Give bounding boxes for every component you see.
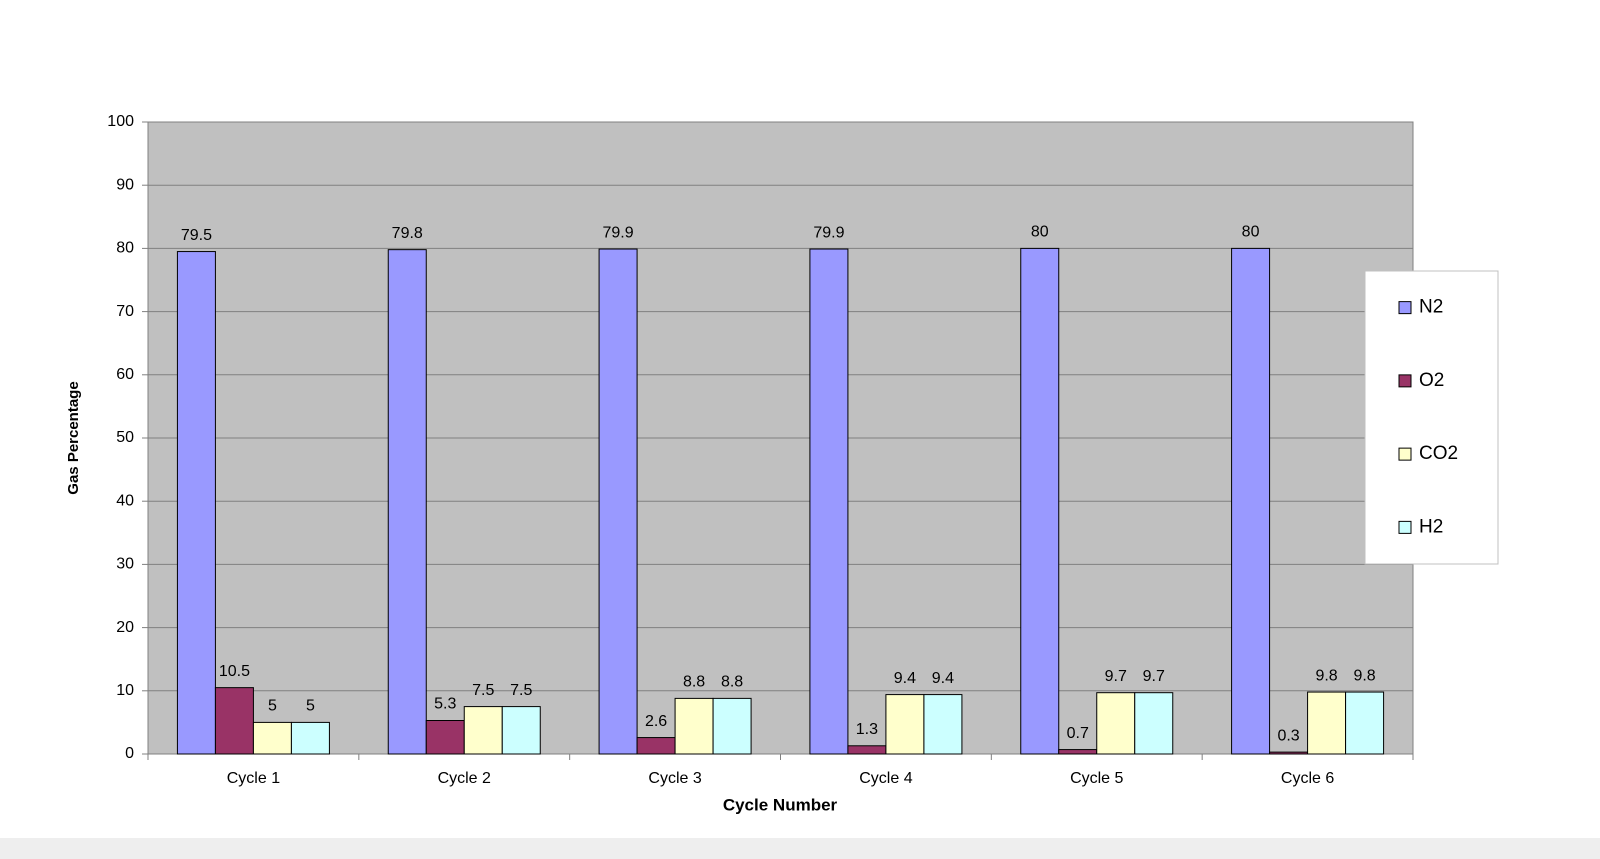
- data-label: 8.8: [721, 674, 743, 691]
- x-tick-label: Cycle 4: [859, 770, 912, 787]
- bar: [214, 687, 254, 755]
- data-label: 9.7: [1143, 668, 1165, 685]
- bar: [1345, 691, 1385, 755]
- y-tick-label: 50: [116, 429, 134, 446]
- data-label: 80: [1242, 224, 1260, 241]
- data-label: 5.3: [434, 696, 456, 713]
- bar: [1269, 751, 1309, 755]
- x-tick-label: Cycle 5: [1070, 770, 1123, 787]
- data-label: 0.3: [1277, 727, 1299, 744]
- y-tick-label: 20: [116, 619, 134, 636]
- legend-label: H2: [1419, 516, 1443, 537]
- data-label: 79.9: [603, 224, 634, 241]
- x-tick-label: Cycle 3: [648, 770, 701, 787]
- data-label: 10.5: [219, 663, 250, 680]
- legend-swatch: [1398, 520, 1412, 534]
- data-label: 80: [1031, 224, 1049, 241]
- x-tick-label: Cycle 2: [438, 770, 491, 787]
- data-label: 79.8: [392, 225, 423, 242]
- bar: [1058, 749, 1098, 755]
- x-tick-label: Cycle 6: [1281, 770, 1334, 787]
- data-label: 9.8: [1353, 667, 1375, 684]
- y-axis-title: Gas Percentage: [65, 381, 82, 494]
- y-tick-label: 0: [125, 745, 134, 762]
- footer-strip: [0, 838, 1600, 859]
- bar: [885, 694, 925, 755]
- bar: [176, 251, 216, 755]
- bar: [809, 248, 849, 755]
- x-tick-label: Cycle 1: [227, 770, 280, 787]
- bar: [387, 249, 427, 755]
- bar: [290, 721, 330, 755]
- bar: [501, 706, 541, 755]
- data-label: 7.5: [510, 682, 532, 699]
- bar: [1134, 692, 1174, 755]
- legend-label: O2: [1419, 370, 1444, 391]
- data-label: 5: [306, 698, 315, 715]
- data-label: 8.8: [683, 674, 705, 691]
- legend-swatch: [1398, 447, 1412, 461]
- data-label: 9.8: [1315, 667, 1337, 684]
- data-label: 79.5: [181, 227, 212, 244]
- legend-box: [1364, 270, 1499, 565]
- y-tick-label: 70: [116, 303, 134, 320]
- bar: [425, 720, 465, 755]
- data-label: 7.5: [472, 682, 494, 699]
- legend-label: CO2: [1419, 443, 1458, 464]
- y-tick-label: 30: [116, 556, 134, 573]
- bar: [1096, 692, 1136, 755]
- x-axis-title: Cycle Number: [723, 795, 838, 814]
- y-tick-label: 90: [116, 176, 134, 193]
- bar: [923, 694, 963, 755]
- legend-label: N2: [1419, 297, 1443, 318]
- data-label: 9.4: [932, 670, 954, 687]
- bar: [636, 737, 676, 755]
- data-label: 5: [268, 698, 277, 715]
- legend-swatch: [1398, 301, 1412, 315]
- data-label: 9.7: [1105, 668, 1127, 685]
- bar: [598, 248, 638, 755]
- y-tick-label: 10: [116, 682, 134, 699]
- y-tick-label: 80: [116, 240, 134, 257]
- bar: [712, 697, 752, 755]
- bar: [847, 745, 887, 755]
- bar: [1020, 247, 1060, 755]
- data-label: 2.6: [645, 713, 667, 730]
- data-label: 1.3: [856, 721, 878, 738]
- data-label: 0.7: [1067, 725, 1089, 742]
- data-label: 9.4: [894, 670, 916, 687]
- data-label: 79.9: [813, 224, 844, 241]
- legend-swatch: [1398, 374, 1412, 388]
- y-tick-label: 60: [116, 366, 134, 383]
- y-tick-label: 40: [116, 492, 134, 509]
- bar: [252, 721, 292, 755]
- bar: [1231, 247, 1271, 755]
- bar: [1307, 691, 1347, 755]
- y-tick-label: 100: [107, 113, 134, 130]
- bar: [463, 706, 503, 755]
- bar: [674, 697, 714, 755]
